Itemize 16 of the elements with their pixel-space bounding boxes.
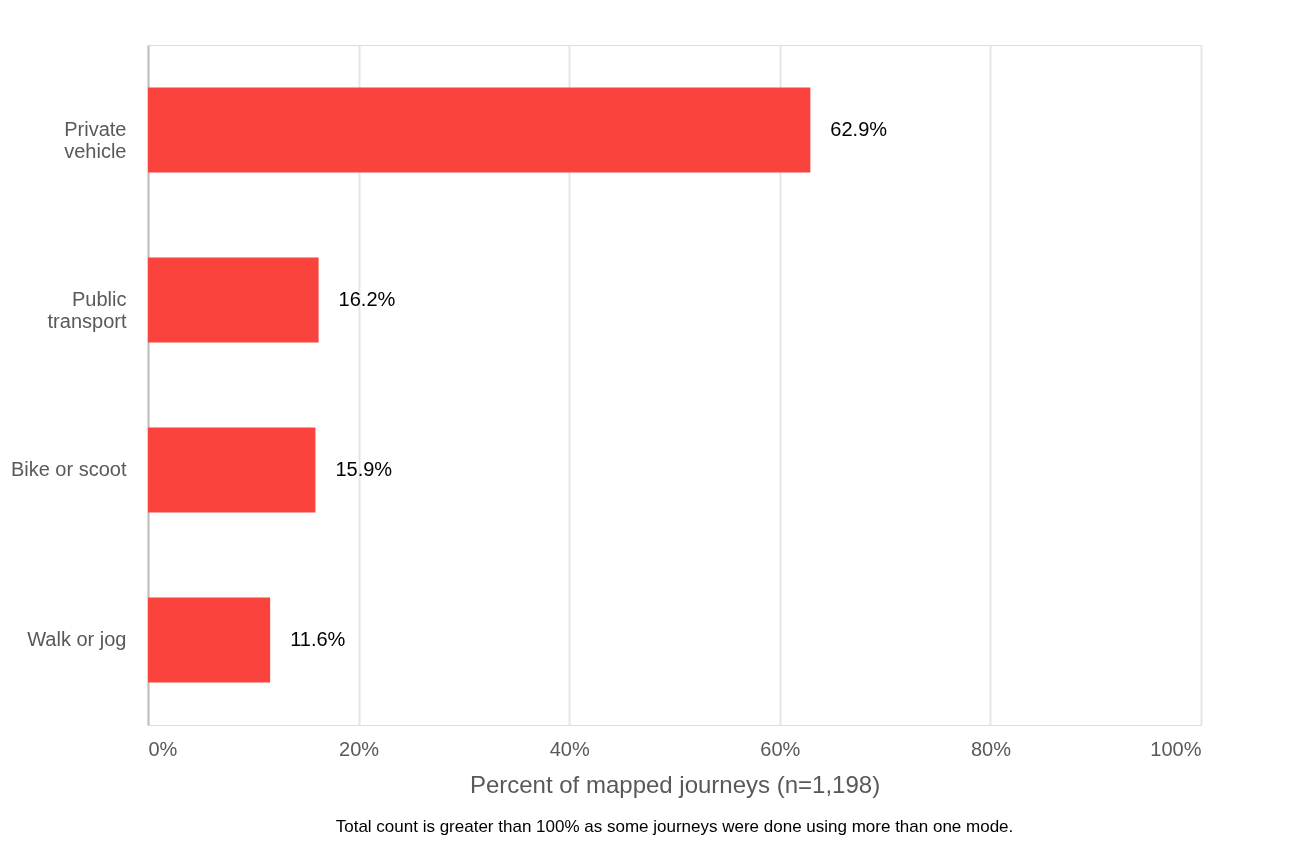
y-tick-label: Public transport bbox=[47, 288, 127, 332]
y-tick-label: Walk or jog bbox=[27, 628, 127, 650]
data-label: 11.6% bbox=[290, 628, 346, 650]
y-tick-label: Private vehicle bbox=[64, 118, 127, 162]
data-label: 15.9% bbox=[335, 458, 393, 480]
data-label: 62.9% bbox=[830, 118, 888, 140]
x-tick-label: 60% bbox=[760, 737, 801, 760]
x-tick-label: 100% bbox=[1150, 737, 1202, 760]
text: Total count is greater than 100% as some journeys were done using more than one mode. bbox=[335, 817, 1014, 836]
x-tick-label: 0% bbox=[148, 737, 178, 760]
x-tick-label: 40% bbox=[549, 737, 590, 760]
x-tick-label: 80% bbox=[970, 737, 1012, 760]
x-axis-title: Percent of mapped journeys (n=1,198) bbox=[469, 770, 881, 798]
y-tick-label: Bike or scoot bbox=[10, 458, 127, 480]
x-tick-label: 20% bbox=[339, 737, 380, 760]
data-label: 16.2% bbox=[338, 288, 396, 310]
